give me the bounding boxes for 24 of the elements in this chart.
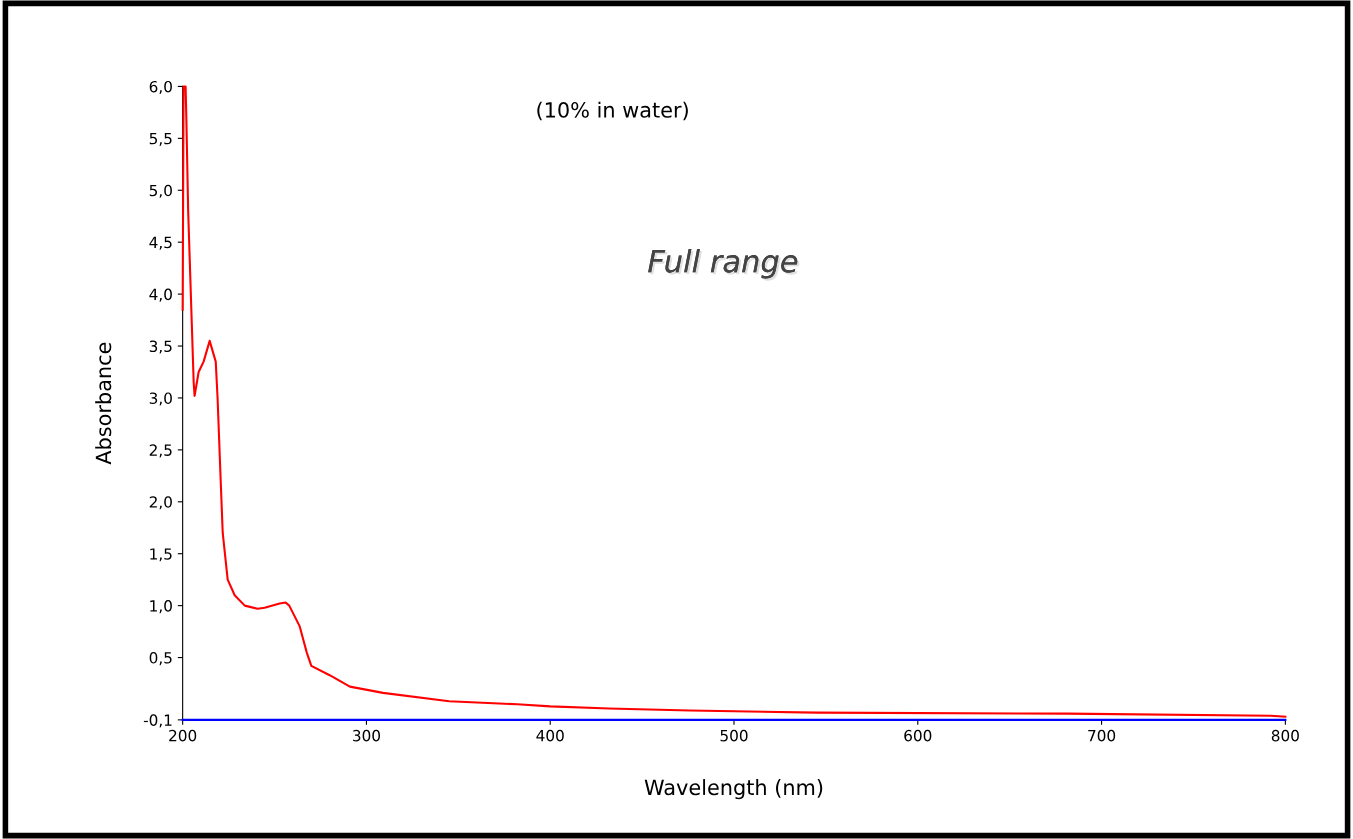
x-tick-label: 500	[720, 729, 748, 742]
y-tick-label: 3,0	[149, 392, 172, 406]
y-tick-label: -0,1	[143, 714, 172, 728]
x-tick-label: 400	[536, 729, 564, 742]
x-tick-label: 800	[1271, 729, 1299, 742]
y-tick-label: 4,5	[149, 236, 172, 250]
y-tick-label: 2,0	[149, 496, 172, 510]
x-tick-label: 300	[353, 729, 380, 742]
y-tick-label: 2,5	[149, 444, 172, 458]
y-axis-title: Absorbance	[95, 342, 112, 465]
annotation: (10% in water)	[537, 101, 688, 121]
x-tick-label: 700	[1088, 729, 1116, 742]
x-tick-label: 200	[169, 729, 197, 742]
y-tick-label: 4,0	[149, 288, 172, 302]
x-axis-title: Wavelength (nm)	[644, 779, 823, 800]
y-tick-label: 5,0	[149, 184, 172, 198]
y-tick-label: 1,5	[150, 548, 172, 562]
y-tick-label: 1,0	[150, 600, 172, 614]
y-tick-label: 5,5	[149, 133, 172, 146]
y-tick-label: 3,5	[149, 340, 172, 354]
x-tick-label: 600	[904, 729, 932, 742]
text: Full range	[648, 249, 800, 281]
y-tick-label: 6,0	[149, 80, 172, 94]
y-tick-label: 0,5	[149, 652, 172, 666]
